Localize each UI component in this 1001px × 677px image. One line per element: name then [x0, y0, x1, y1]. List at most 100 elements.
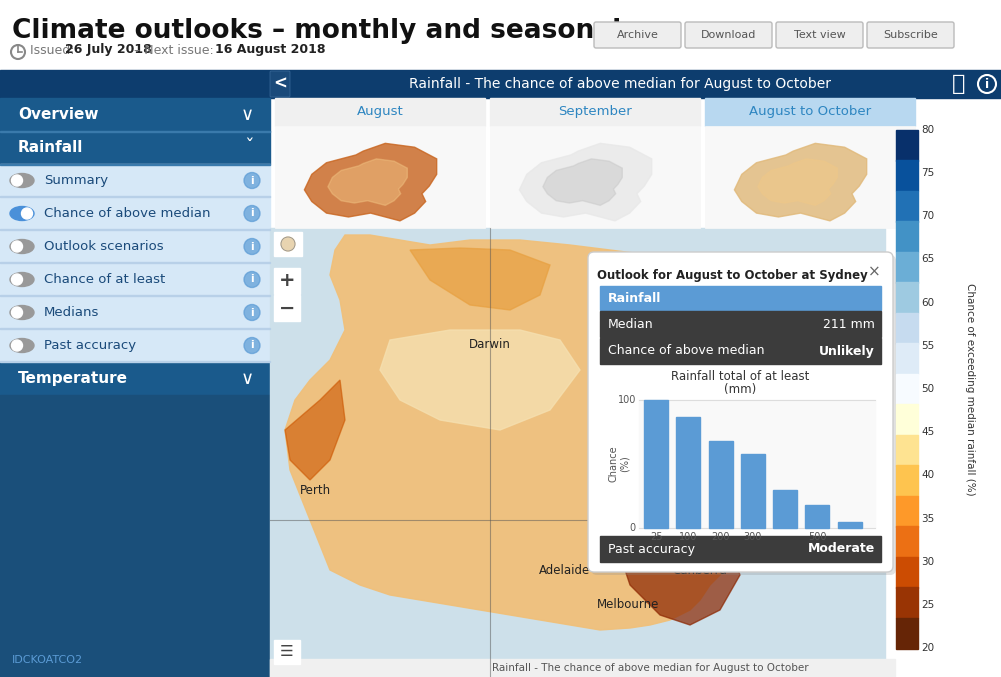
Circle shape	[244, 238, 260, 255]
Circle shape	[244, 271, 260, 288]
Text: Past accuracy: Past accuracy	[608, 542, 695, 556]
Text: 300: 300	[744, 532, 762, 542]
Polygon shape	[410, 248, 550, 310]
Text: ∨: ∨	[241, 370, 254, 387]
Bar	[896, 282, 918, 313]
Text: Median: Median	[608, 318, 654, 330]
Bar	[0, 131, 270, 132]
Text: i: i	[250, 175, 254, 185]
Polygon shape	[285, 235, 875, 630]
Polygon shape	[380, 330, 580, 430]
Bar	[773, 489, 797, 528]
Ellipse shape	[10, 305, 34, 320]
Text: 20: 20	[921, 643, 934, 653]
Bar	[677, 416, 701, 528]
Text: −: −	[279, 299, 295, 318]
Text: Chance of above median: Chance of above median	[608, 345, 765, 357]
Text: ˇ: ˇ	[244, 138, 254, 157]
Text: Unlikely: Unlikely	[819, 345, 875, 357]
Bar	[896, 435, 918, 466]
Bar	[0, 229, 270, 230]
Text: Rainfall - The chance of above median for August to October: Rainfall - The chance of above median fo…	[409, 77, 831, 91]
Bar	[896, 617, 918, 649]
Text: Rainfall: Rainfall	[18, 140, 83, 155]
Text: Past accuracy: Past accuracy	[44, 339, 136, 352]
Text: Melbourne: Melbourne	[597, 598, 660, 611]
FancyBboxPatch shape	[685, 22, 772, 48]
Bar	[0, 295, 270, 296]
Text: Download: Download	[701, 30, 756, 40]
Text: Climate outlooks – monthly and seasonal: Climate outlooks – monthly and seasonal	[12, 18, 622, 44]
Bar	[270, 228, 885, 677]
Text: Chance of exceeding median rainfall (%): Chance of exceeding median rainfall (%)	[965, 283, 975, 496]
Bar	[709, 441, 733, 528]
Bar	[705, 126, 915, 228]
Bar	[600, 536, 881, 562]
Polygon shape	[543, 159, 623, 205]
Bar	[896, 130, 918, 161]
FancyBboxPatch shape	[591, 255, 896, 575]
Polygon shape	[285, 380, 345, 480]
Text: Perth: Perth	[299, 483, 330, 496]
Text: August: August	[356, 106, 403, 118]
Circle shape	[11, 274, 22, 285]
Polygon shape	[620, 540, 740, 625]
Bar	[705, 98, 915, 126]
Text: <: <	[273, 75, 287, 93]
Bar	[896, 587, 918, 618]
Polygon shape	[735, 144, 867, 221]
Bar	[275, 98, 485, 126]
Text: IDCKOATCO2: IDCKOATCO2	[12, 655, 83, 665]
Text: ∨: ∨	[241, 106, 254, 123]
Text: Rainfall - The chance of above median for August to October: Rainfall - The chance of above median fo…	[491, 663, 809, 673]
Bar	[0, 98, 270, 131]
Bar	[270, 659, 895, 677]
Bar	[490, 126, 700, 228]
Circle shape	[244, 173, 260, 188]
Text: 65: 65	[921, 255, 934, 265]
Bar	[0, 296, 270, 329]
Text: Canberra: Canberra	[673, 563, 728, 577]
Text: Adelaide: Adelaide	[540, 563, 591, 577]
FancyBboxPatch shape	[867, 22, 954, 48]
Text: 40: 40	[921, 471, 934, 481]
Bar	[274, 640, 300, 664]
Text: Moderate: Moderate	[808, 542, 875, 556]
Circle shape	[244, 338, 260, 353]
Bar	[644, 400, 668, 528]
Bar	[0, 197, 270, 230]
Bar	[0, 196, 270, 197]
Text: 75: 75	[921, 168, 934, 178]
Text: 35: 35	[921, 513, 934, 523]
Text: 25: 25	[921, 600, 934, 610]
Bar	[705, 98, 915, 126]
Bar	[0, 0, 1001, 70]
Text: Chance of at least: Chance of at least	[44, 273, 165, 286]
FancyBboxPatch shape	[270, 71, 290, 97]
Ellipse shape	[10, 206, 34, 221]
Bar	[0, 70, 1001, 98]
Bar	[896, 404, 918, 435]
Text: i: i	[250, 209, 254, 219]
Text: 211 mm: 211 mm	[823, 318, 875, 330]
Text: August to October: August to October	[749, 106, 871, 118]
Text: 70: 70	[921, 211, 934, 221]
Bar	[741, 454, 765, 528]
Ellipse shape	[10, 173, 34, 188]
Circle shape	[244, 305, 260, 320]
Text: Subscribe: Subscribe	[883, 30, 938, 40]
Bar	[0, 131, 270, 164]
Bar	[0, 263, 270, 296]
Bar	[896, 313, 918, 344]
Bar	[896, 556, 918, 588]
Text: – Next issue:: – Next issue:	[130, 43, 218, 56]
Bar	[0, 328, 270, 329]
Text: Text view: Text view	[794, 30, 846, 40]
Text: Sydney: Sydney	[708, 550, 752, 563]
Text: Issued:: Issued:	[30, 43, 78, 56]
Bar	[490, 98, 700, 126]
Text: Overview: Overview	[18, 107, 98, 122]
Text: Chance of above median: Chance of above median	[44, 207, 210, 220]
Text: Archive: Archive	[617, 30, 659, 40]
Text: Summary: Summary	[44, 174, 108, 187]
